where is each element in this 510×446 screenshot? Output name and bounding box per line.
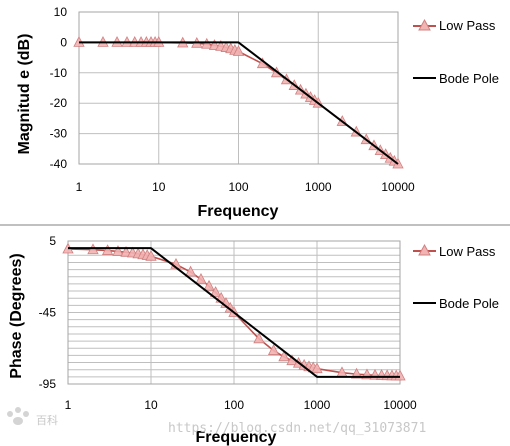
low-pass-point [201, 37, 213, 49]
legend-low-pass-label: Low Pass [439, 244, 496, 259]
low-pass-point [120, 245, 132, 257]
magnitude-gridlines [78, 11, 399, 165]
low-pass-point [278, 350, 290, 362]
x-tick-label: 1000 [304, 398, 331, 412]
phase-legend: Low Pass Bode Pole [413, 243, 499, 311]
y-tick-label: 10 [54, 5, 68, 19]
bode-pole-line [79, 41, 399, 165]
phase-gridlines [67, 240, 401, 385]
magnitude-series [73, 36, 404, 169]
watermark-logo-text: 百科 [36, 413, 58, 427]
low-pass-point [112, 245, 124, 256]
legend-low-pass-swatch-marker [418, 243, 431, 256]
low-pass-point [311, 362, 323, 374]
x-tick-label: 10000 [381, 180, 415, 194]
watermark-url: https://blog.csdn.net/qq_31073871 [168, 421, 426, 436]
x-tick-label: 10000 [383, 398, 417, 412]
y-tick-label: 0 [60, 35, 67, 49]
y-tick-label: -10 [50, 66, 68, 80]
low-pass-point [101, 244, 114, 255]
legend-low-pass-label: Low Pass [439, 18, 496, 33]
low-pass-point [350, 367, 363, 379]
paw-logo-icon [7, 407, 29, 425]
plot-area-border [67, 240, 401, 385]
y-tick-label: 5 [49, 234, 56, 248]
low-pass-point [232, 45, 245, 56]
low-pass-point [267, 344, 280, 355]
x-tick-label: 1 [65, 398, 72, 412]
x-tick-label: 10 [152, 180, 166, 194]
low-pass-point [208, 39, 221, 50]
x-tick-label: 100 [228, 180, 248, 194]
y-tick-label: -30 [50, 127, 68, 141]
y-tick-label: -40 [50, 157, 68, 171]
low-pass-point [203, 279, 215, 291]
y-tick-label: -20 [50, 96, 68, 110]
phase-chart: 1 10 100 1000 10000 5 -45 -95 Phase (Degrees) F… [8, 234, 499, 446]
y-tick-label: -95 [39, 377, 57, 391]
bode-pole-line [68, 247, 400, 378]
watermark: 百科 https://blog.csdn.net/qq_31073871 [7, 407, 426, 436]
x-tick-label: 100 [224, 398, 244, 412]
low-pass-point [145, 249, 157, 261]
legend-low-pass-swatch-marker [418, 18, 431, 31]
x-tick-label: 10 [144, 398, 158, 412]
x-tick-label: 1 [76, 180, 83, 194]
low-pass-point [209, 286, 222, 297]
magnitude-xlabel: Frequency [198, 203, 279, 220]
phase-ylabel: Phase (Degrees) [8, 253, 25, 378]
legend-bode-pole-label: Bode Pole [439, 296, 499, 311]
plot-area-border [78, 11, 399, 165]
y-tick-label: -45 [39, 306, 57, 320]
low-pass-point [184, 265, 197, 277]
phase-series [62, 242, 406, 381]
legend-bode-pole-label: Bode Pole [439, 71, 499, 86]
x-tick-label: 1000 [305, 180, 332, 194]
low-pass-point [195, 272, 207, 284]
low-pass-point [253, 332, 265, 344]
phase-xlabel: Frequency [196, 429, 277, 446]
magnitude-legend: Low Pass Bode Pole [413, 18, 499, 86]
magnitude-ylabel: Magnitud e (dB) [16, 34, 33, 155]
phase-tick-labels: 1 10 100 1000 10000 5 -45 -95 [39, 234, 417, 412]
